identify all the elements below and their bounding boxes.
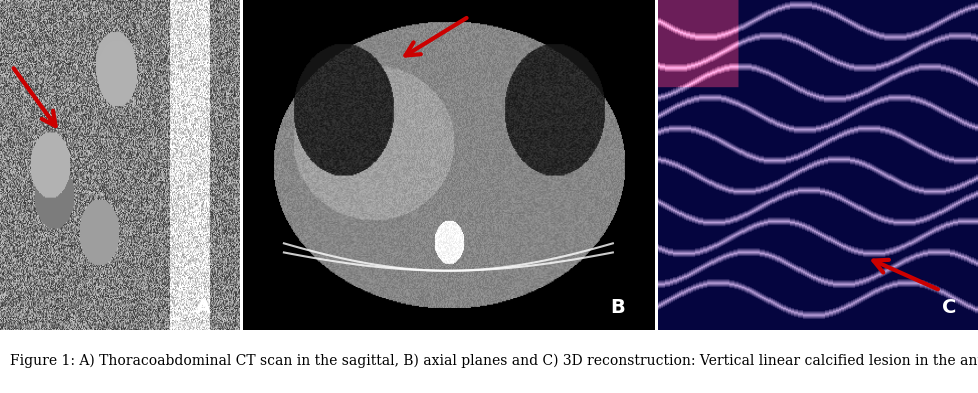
Text: C: C: [941, 298, 956, 317]
Text: B: B: [610, 298, 625, 317]
Text: A: A: [196, 298, 211, 317]
Text: Figure 1: A) Thoracoabdominal CT scan in the sagittal, B) axial planes and C) 3D: Figure 1: A) Thoracoabdominal CT scan in…: [10, 354, 978, 368]
